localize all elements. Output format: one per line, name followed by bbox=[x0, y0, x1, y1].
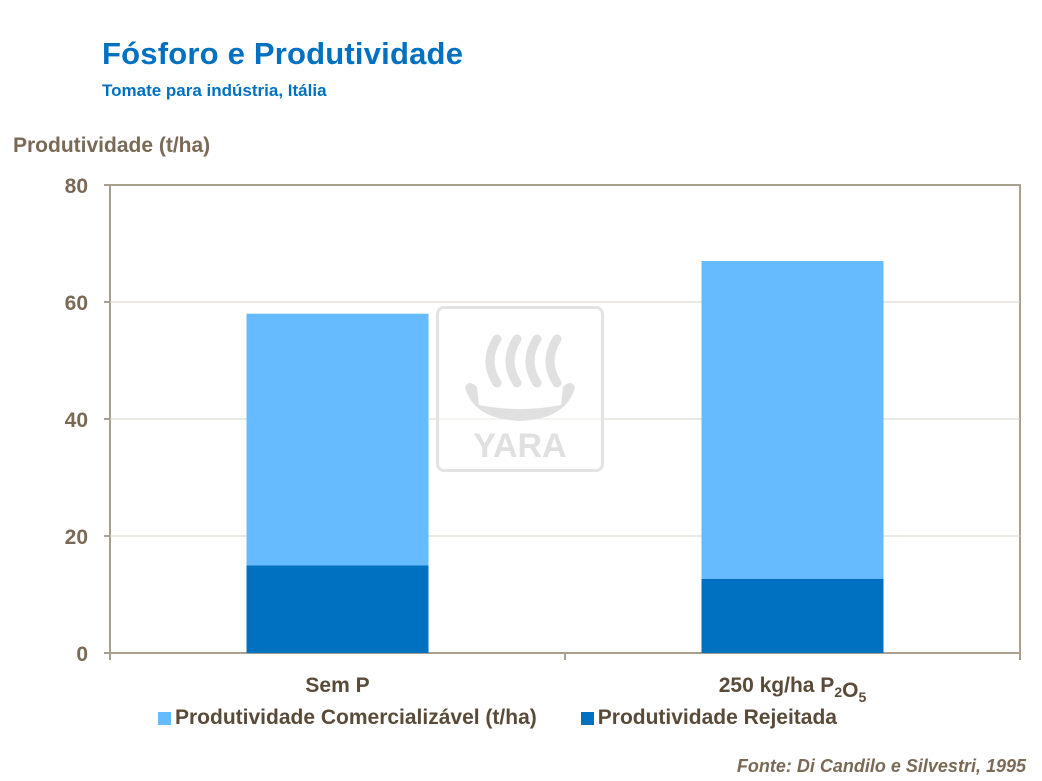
legend-item: Produtividade Rejeitada bbox=[580, 706, 837, 730]
logo-text: YARA bbox=[473, 427, 566, 465]
legend-label: Produtividade Rejeitada bbox=[597, 706, 837, 729]
bar-segment bbox=[701, 578, 884, 653]
legend-label: Produtividade Comercializável (t/ha) bbox=[175, 706, 537, 729]
y-tick-label: 60 bbox=[65, 292, 88, 315]
y-tick-label: 20 bbox=[65, 526, 88, 549]
chart-subtitle: Tomate para indústria, Itália bbox=[102, 81, 327, 100]
bar-segment bbox=[246, 565, 429, 653]
y-tick-label: 40 bbox=[65, 409, 88, 432]
x-tick-label: 250 kg/ha P2O5 bbox=[719, 674, 867, 705]
source-citation: Fonte: Di Candilo e Silvestri, 1995 bbox=[736, 756, 1026, 776]
yara-ship-icon: YARA bbox=[465, 334, 575, 465]
y-tick-label: 80 bbox=[65, 175, 88, 198]
bar-segment bbox=[246, 313, 429, 566]
legend-item: Produtividade Comercializável (t/ha) bbox=[158, 706, 537, 730]
y-tick-label: 0 bbox=[76, 643, 88, 666]
x-tick-label: Sem P bbox=[305, 674, 369, 697]
bar-segment bbox=[701, 261, 884, 579]
legend: Produtividade Comercializável (t/ha) Prod… bbox=[158, 706, 837, 730]
yara-logo-watermark: YARA bbox=[436, 306, 604, 472]
y-axis-label: Produtividade (t/ha) bbox=[13, 134, 211, 157]
chart-title: Fósforo e Produtividade bbox=[102, 36, 464, 71]
legend-swatch bbox=[580, 711, 594, 725]
legend-swatch bbox=[158, 711, 171, 725]
